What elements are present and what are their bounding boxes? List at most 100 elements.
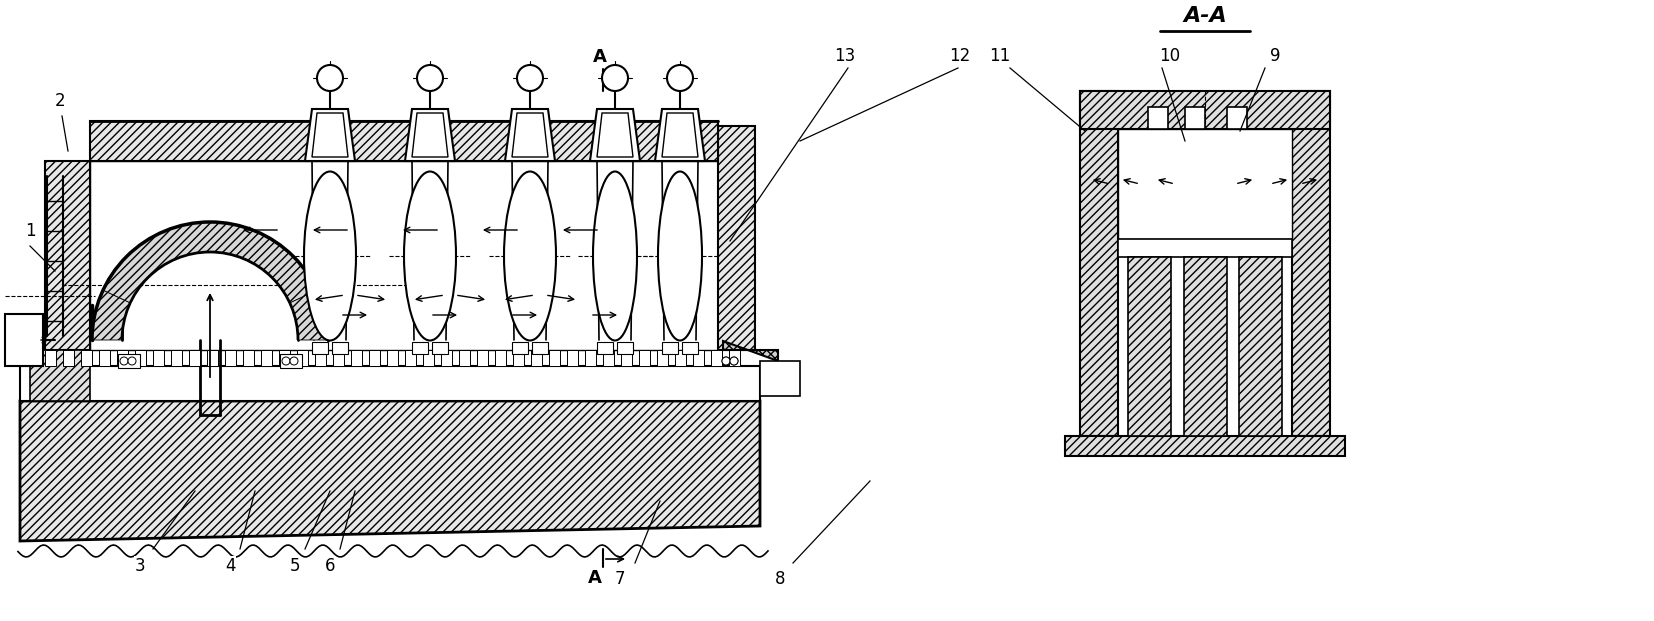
Text: 3: 3 [134,557,146,575]
Text: 5: 5 [289,557,301,575]
Bar [63,350,74,366]
Ellipse shape [404,171,457,340]
Text: 1: 1 [25,222,35,240]
Text: A: A [594,48,607,66]
Bar [657,350,668,366]
Bar [567,350,577,366]
Bar [154,350,164,366]
Text: A: A [589,569,602,587]
Wedge shape [103,222,318,303]
Wedge shape [93,290,131,340]
Circle shape [518,65,543,91]
Bar [460,350,470,366]
Bar [45,350,56,366]
Bar [617,342,633,354]
Circle shape [318,65,342,91]
Bar [662,342,678,354]
Bar [280,350,289,366]
Text: 11: 11 [989,47,1011,65]
Ellipse shape [594,171,637,340]
Polygon shape [20,401,759,541]
Bar [261,350,271,366]
Bar [586,350,595,366]
Bar [1080,91,1330,129]
Bar [412,342,428,354]
Text: 4: 4 [225,557,235,575]
Bar [332,350,344,366]
Bar [189,350,200,366]
Circle shape [281,357,289,365]
Bar [495,350,506,366]
Circle shape [289,357,298,365]
Bar [225,350,237,366]
Polygon shape [723,341,777,361]
Bar [1184,107,1206,129]
Bar [1292,91,1330,436]
Ellipse shape [304,171,356,340]
Bar [693,350,705,366]
Bar [1118,239,1292,257]
Bar [1065,436,1345,456]
Bar [759,361,801,396]
Bar [313,342,327,354]
Polygon shape [304,109,356,161]
Bar [45,161,89,350]
Bar [1128,257,1171,436]
Bar [513,342,528,354]
Text: A-A: A-A [1183,6,1227,26]
Ellipse shape [504,171,556,340]
Bar [369,350,380,366]
Polygon shape [30,350,89,401]
Bar [1239,257,1282,436]
Bar [89,161,718,350]
Polygon shape [718,126,754,350]
Polygon shape [662,113,698,157]
Bar [597,342,614,354]
Bar [1118,129,1292,239]
Bar [675,350,686,366]
Bar [1080,91,1118,436]
Text: 2: 2 [55,92,65,110]
Wedge shape [289,290,327,340]
Circle shape [729,357,738,365]
Polygon shape [590,109,640,161]
Circle shape [417,65,443,91]
Circle shape [127,357,136,365]
Bar [298,350,308,366]
Text: 13: 13 [834,47,855,65]
Bar [280,354,303,368]
Bar [117,350,127,366]
Bar [620,350,632,366]
Bar [99,350,111,366]
Bar [136,350,146,366]
Bar [1148,107,1168,129]
Bar [442,350,452,366]
Bar [729,350,739,366]
Bar [332,342,347,354]
Text: 6: 6 [324,557,336,575]
Bar [1184,257,1227,436]
Bar [170,350,182,366]
Bar [423,350,433,366]
Bar [351,350,362,366]
Text: 9: 9 [1270,47,1280,65]
Bar [314,350,326,366]
Polygon shape [655,109,705,161]
Bar [1227,107,1247,129]
Polygon shape [513,113,547,157]
Bar [638,350,650,366]
Text: 12: 12 [949,47,971,65]
Bar [604,350,614,366]
Circle shape [121,357,127,365]
Polygon shape [504,109,556,161]
Ellipse shape [658,171,701,340]
Bar [207,350,218,366]
Bar [513,350,524,366]
Polygon shape [405,109,455,161]
Circle shape [667,65,693,91]
Bar [117,354,141,368]
Circle shape [723,357,729,365]
Bar [549,350,561,366]
Bar [531,350,543,366]
Bar [81,350,93,366]
